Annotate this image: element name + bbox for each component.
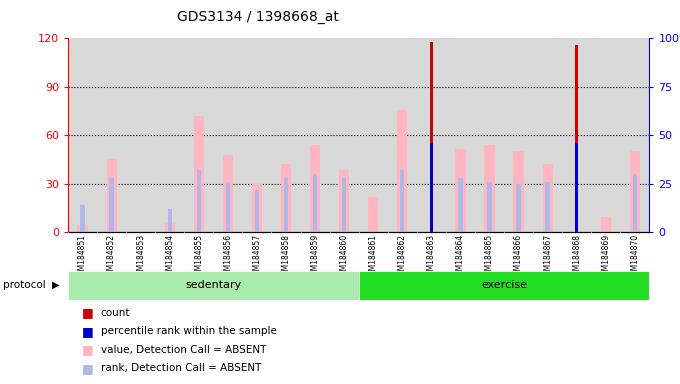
- Text: ■: ■: [82, 362, 93, 375]
- Text: value, Detection Call = ABSENT: value, Detection Call = ABSENT: [101, 345, 266, 355]
- Bar: [310, 145, 320, 232]
- Bar: [78, 225, 88, 232]
- Bar: [359, 271, 649, 300]
- Bar: [575, 143, 579, 232]
- Bar: [80, 205, 85, 232]
- Text: count: count: [101, 308, 130, 318]
- Bar: [516, 184, 521, 232]
- Bar: [488, 182, 492, 232]
- Bar: [281, 164, 291, 232]
- Bar: [167, 209, 172, 232]
- Bar: [165, 223, 175, 232]
- Bar: [543, 164, 553, 232]
- Bar: [339, 170, 350, 232]
- Bar: [342, 178, 346, 232]
- Bar: [456, 149, 466, 232]
- Bar: [430, 143, 433, 232]
- Bar: [400, 170, 405, 232]
- Text: protocol: protocol: [3, 280, 46, 290]
- Bar: [458, 178, 462, 232]
- Text: ▶: ▶: [52, 280, 59, 290]
- Text: percentile rank within the sample: percentile rank within the sample: [101, 326, 277, 336]
- Bar: [252, 184, 262, 232]
- Text: exercise: exercise: [481, 280, 527, 290]
- Text: ■: ■: [82, 325, 93, 338]
- Bar: [226, 182, 230, 232]
- Bar: [630, 151, 640, 232]
- Text: rank, Detection Call = ABSENT: rank, Detection Call = ABSENT: [101, 363, 261, 373]
- Bar: [632, 174, 637, 232]
- Bar: [545, 182, 550, 232]
- Text: ■: ■: [82, 343, 93, 356]
- Bar: [600, 217, 611, 232]
- Bar: [430, 41, 433, 232]
- Text: GDS3134 / 1398668_at: GDS3134 / 1398668_at: [177, 10, 339, 23]
- Bar: [284, 178, 288, 232]
- Bar: [368, 197, 378, 232]
- Text: ■: ■: [82, 306, 93, 319]
- Bar: [484, 145, 494, 232]
- Bar: [313, 174, 318, 232]
- Bar: [575, 45, 579, 232]
- Bar: [513, 151, 524, 232]
- Bar: [109, 178, 114, 232]
- Bar: [194, 116, 204, 232]
- Bar: [107, 159, 117, 232]
- Bar: [223, 155, 233, 232]
- Bar: [197, 170, 201, 232]
- Text: sedentary: sedentary: [185, 280, 241, 290]
- Bar: [255, 190, 259, 232]
- Bar: [397, 110, 407, 232]
- Bar: [68, 271, 359, 300]
